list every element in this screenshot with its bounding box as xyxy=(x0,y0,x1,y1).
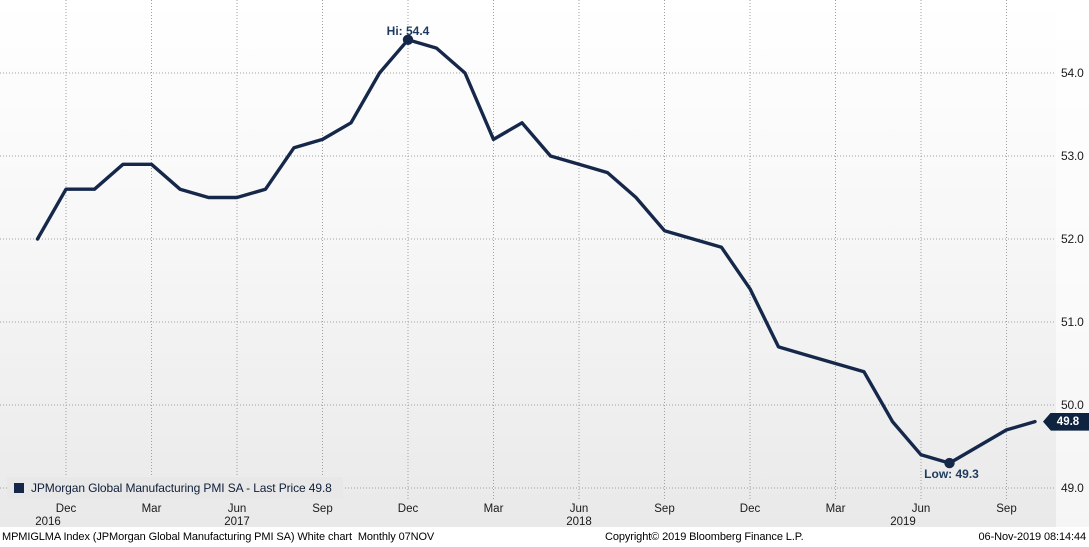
x-tick-label: Sep xyxy=(654,503,675,515)
status-bar: MPMIGLMA Index (JPMorgan Global Manufact… xyxy=(0,527,1089,547)
year-label: 2018 xyxy=(566,516,592,528)
y-tick-label: 51.0 xyxy=(1061,315,1084,329)
marker-dot xyxy=(402,34,414,45)
last-price-badge: 49.8 xyxy=(1043,412,1089,431)
x-tick-label: Mar xyxy=(141,503,162,515)
y-tick-label: 49.0 xyxy=(1061,481,1084,495)
marker-dot xyxy=(944,457,955,469)
low-annotation: Low: 49.3 xyxy=(924,467,979,482)
y-tick-label: 50.0 xyxy=(1061,398,1084,412)
x-tick-label: Jun xyxy=(569,503,589,515)
x-tick-label: Dec xyxy=(55,503,77,515)
legend-swatch-icon xyxy=(14,483,24,493)
year-label: 2016 xyxy=(35,516,61,528)
x-tick-label: Mar xyxy=(483,503,504,515)
x-tick-label: Mar xyxy=(825,503,846,515)
x-tick-label: Jun xyxy=(227,503,247,515)
legend-label: JPMorgan Global Manufacturing PMI SA - L… xyxy=(31,481,332,495)
security-description: MPMIGLMA Index (JPMorgan Global Manufact… xyxy=(2,531,435,543)
y-tick-label: 53.0 xyxy=(1061,149,1084,163)
y-tick-label: 52.0 xyxy=(1061,232,1084,246)
high-annotation: Hi: 54.4 xyxy=(386,23,430,38)
legend[interactable]: JPMorgan Global Manufacturing PMI SA - L… xyxy=(7,477,343,499)
timestamp: 06-Nov-2019 08:14:44 xyxy=(978,531,1087,543)
price-line xyxy=(35,38,1037,465)
x-tick-label: Dec xyxy=(397,503,419,515)
year-label: 2017 xyxy=(224,516,250,528)
y-tick-label: 54.0 xyxy=(1061,66,1084,80)
x-tick-label: Dec xyxy=(739,503,761,515)
copyright-text: Copyright© 2019 Bloomberg Finance L.P. xyxy=(605,531,804,543)
year-label: 2019 xyxy=(890,516,916,528)
x-tick-label: Jun xyxy=(911,503,931,515)
x-tick-label: Sep xyxy=(996,503,1017,515)
y-axis-gutter xyxy=(1056,0,1089,527)
x-tick-label: Sep xyxy=(312,503,333,515)
